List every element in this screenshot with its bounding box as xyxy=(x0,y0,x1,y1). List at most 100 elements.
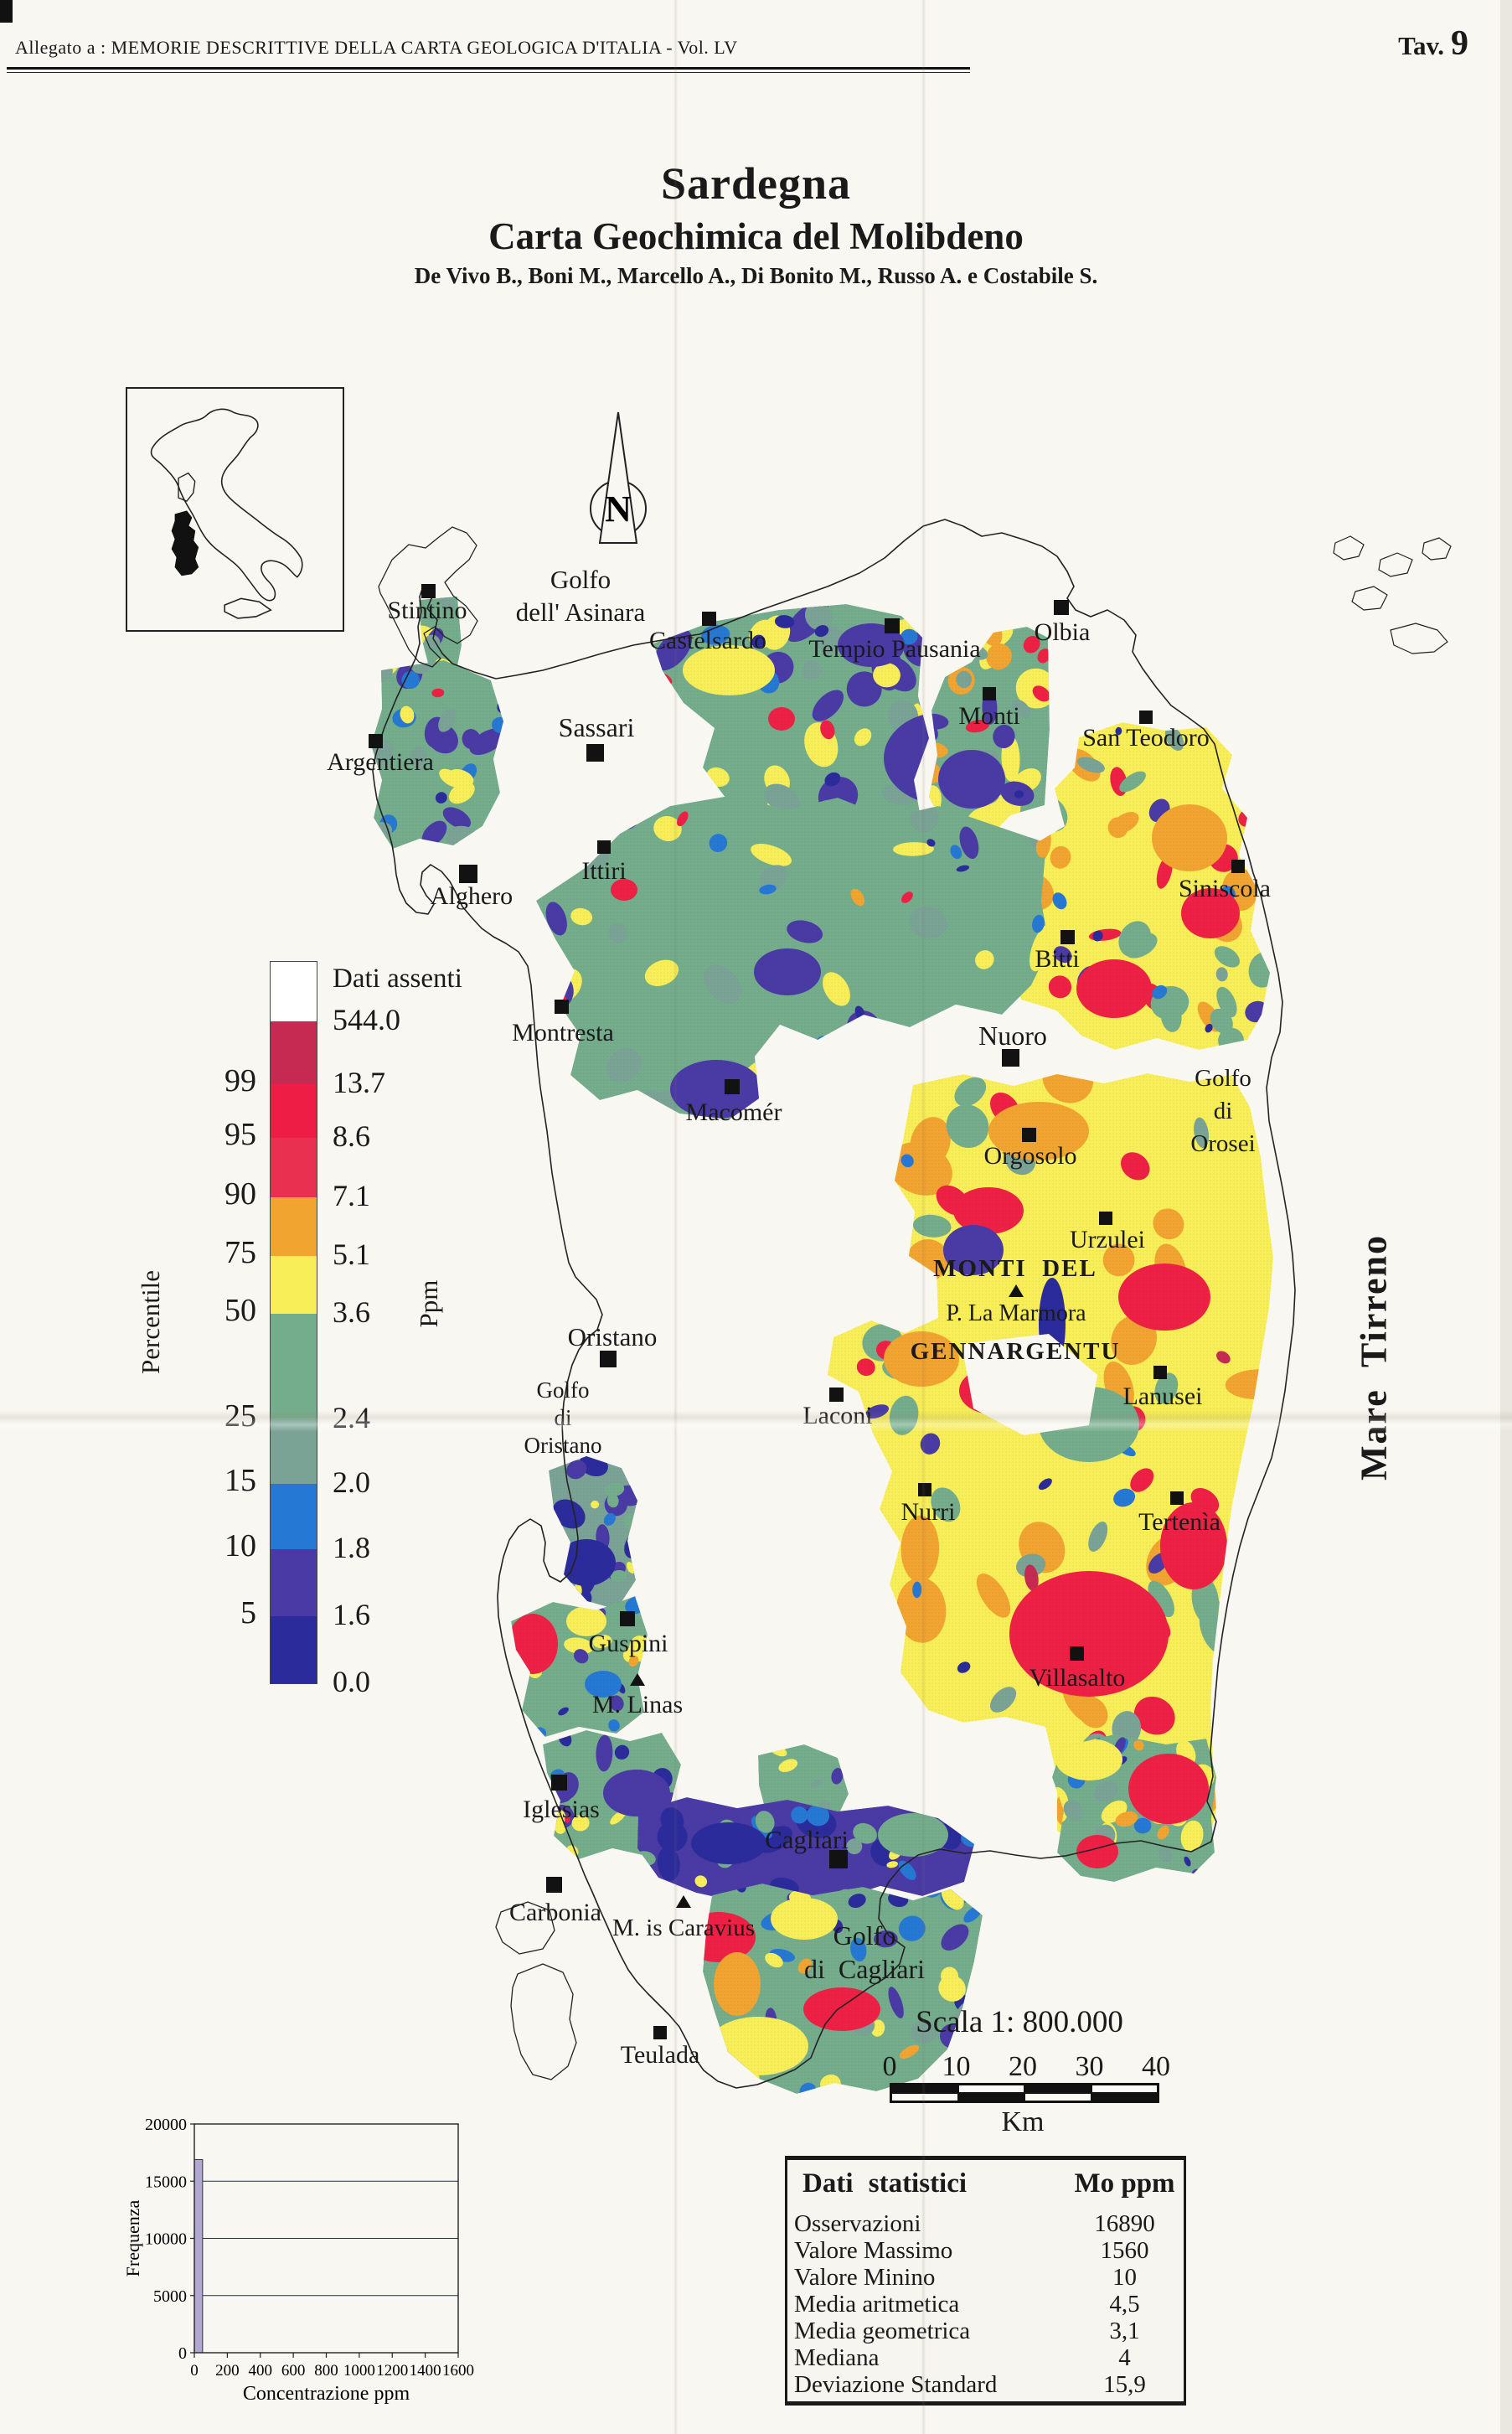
scale-tick-label: 10 xyxy=(942,2051,971,2082)
statistic-value: 1560 xyxy=(1100,2237,1149,2264)
map-label-mare-tirreno: Mare Tirreno xyxy=(1353,1234,1396,1481)
map-label-line: Urzulei xyxy=(1070,1226,1145,1253)
town-marker-icon xyxy=(620,1611,635,1626)
map-label-line: di xyxy=(1213,1098,1233,1124)
data-region xyxy=(536,796,1050,1119)
statistic-label: Valore Minino xyxy=(794,2264,936,2291)
map-label-line: Golfo xyxy=(536,1377,590,1403)
map-label-urzulei: Urzulei xyxy=(1070,1226,1145,1254)
italy-inset-map xyxy=(126,387,344,632)
scale-tick-label: 0 xyxy=(882,2051,897,2082)
legend-segment xyxy=(271,1021,317,1084)
plate-number: Tav. 9 xyxy=(1398,23,1468,64)
legend-percentile-value: 10 xyxy=(224,1528,256,1563)
map-label-line: Bitti xyxy=(1035,945,1080,973)
map-label-lanusei: Lanusei xyxy=(1123,1382,1203,1411)
town-marker-icon xyxy=(459,865,477,883)
legend-no-data-label: Dati assenti xyxy=(333,964,462,994)
town-marker-icon xyxy=(983,687,996,700)
legend-segment xyxy=(271,1549,317,1616)
statistics-row: Media aritmetica 4,5 xyxy=(787,2291,1184,2318)
legend-ppm-value: 3.6 xyxy=(333,1295,370,1329)
map-label-cagliari: Cagliari xyxy=(765,1825,849,1855)
statistics-title: Dati statistici xyxy=(802,2168,968,2199)
map-label-line: di xyxy=(554,1405,572,1430)
page-title: Sardegna xyxy=(660,158,852,209)
map-label-nurri: Nurri xyxy=(901,1498,956,1527)
legend-segment xyxy=(271,962,317,1021)
town-marker-icon xyxy=(1153,1366,1167,1379)
map-label-line: Iglesias xyxy=(523,1796,600,1823)
peak-marker-icon xyxy=(676,1895,691,1908)
statistic-value: 15,9 xyxy=(1103,2371,1146,2398)
map-label-line: Laconi xyxy=(802,1402,873,1429)
legend-ppm-value: 1.6 xyxy=(333,1598,370,1631)
x-axis-title: Concentrazione ppm xyxy=(243,2383,410,2405)
legend-percentile-value: 90 xyxy=(224,1176,256,1212)
statistic-label: Mediana xyxy=(794,2344,880,2371)
statistic-label: Deviazione Standard xyxy=(794,2371,998,2398)
x-tick-label: 0 xyxy=(190,2362,199,2380)
map-label-macomer: Macomér xyxy=(686,1098,782,1127)
coastline xyxy=(372,519,1452,2089)
map-label-line: P. La Marmora xyxy=(946,1300,1086,1326)
legend-ppm-value: 8.6 xyxy=(333,1119,370,1153)
plate-number-value: 9 xyxy=(1451,24,1468,63)
legend-ppm-value: 1.8 xyxy=(333,1531,370,1564)
y-tick-label: 10000 xyxy=(145,2230,187,2249)
legend-ppm-value: 5.1 xyxy=(333,1238,370,1271)
map-label-monti: Monti xyxy=(958,702,1019,731)
map-label-stintino: Stintino xyxy=(387,597,467,625)
map-label-gennargentu: GENNARGENTU xyxy=(911,1338,1121,1366)
map-label-line: MONTI DEL xyxy=(933,1255,1097,1282)
map-label-line: San Teodoro xyxy=(1082,724,1210,752)
map-label-olbia: Olbia xyxy=(1035,618,1091,647)
x-tick-label: 1400 xyxy=(410,2362,441,2380)
town-marker-icon xyxy=(555,1000,569,1014)
map-label-line: Oristano xyxy=(524,1433,602,1458)
statistic-value: 4 xyxy=(1118,2344,1131,2371)
data-region xyxy=(703,1884,983,2094)
map-label-line: Tempio Pausania xyxy=(808,635,981,663)
legend-percentile-value: 99 xyxy=(224,1063,256,1098)
map-label-oristano: Oristano xyxy=(568,1322,658,1352)
x-tick-label: 600 xyxy=(281,2362,306,2380)
legend-percentile-value: 15 xyxy=(224,1463,256,1498)
map-label-ittiri: Ittiri xyxy=(581,857,626,886)
town-marker-icon xyxy=(551,1775,567,1791)
town-marker-icon xyxy=(421,584,436,598)
statistic-label: Valore Massimo xyxy=(794,2237,953,2264)
y-tick-label: 5000 xyxy=(153,2287,187,2306)
statistics-row: Mediana 4 xyxy=(787,2344,1184,2371)
map-label-guspini: Guspini xyxy=(588,1630,668,1658)
legend-segment xyxy=(271,1256,317,1314)
authors-line: De Vivo B., Boni M., Marcello A., Di Bon… xyxy=(414,263,1098,288)
town-marker-icon xyxy=(1054,600,1069,615)
frequency-histogram: 0 5000 10000 15000 20000 0 200 400 600 800 1000 120… xyxy=(122,2116,474,2405)
sw-islands-outline xyxy=(495,1901,577,2080)
legend-ppm-value: 2.0 xyxy=(333,1465,370,1499)
town-marker-icon xyxy=(600,1351,617,1367)
map-label-line: Nurri xyxy=(900,1498,956,1526)
town-marker-icon xyxy=(1139,711,1153,724)
x-tick-label: 800 xyxy=(314,2362,338,2380)
map-label-line: Sassari xyxy=(558,712,635,742)
map-label-line: di Cagliari xyxy=(804,1954,925,1984)
map-scale-text: Scala 1: 800.000 xyxy=(916,2005,1123,2039)
map-label-tertenia: Tertenìa xyxy=(1138,1508,1220,1537)
statistics-row: Valore Massimo 1560 xyxy=(787,2237,1184,2264)
legend-segment xyxy=(271,1484,317,1549)
legend-ppm-value: 2.4 xyxy=(333,1401,370,1434)
map-label-alghero: Alghero xyxy=(431,882,513,911)
legend-segment xyxy=(271,1616,317,1683)
italy-outline xyxy=(150,408,303,619)
sardinia-highlight xyxy=(171,510,199,576)
asinara-island-outline xyxy=(378,526,478,668)
compass-n-letter: N xyxy=(605,488,632,530)
map-label-line: Olbia xyxy=(1034,618,1091,646)
legend-segment xyxy=(271,1197,317,1256)
halftone-texture xyxy=(703,1884,983,2094)
map-label-golfo-cagliari: Golfo di Cagliari xyxy=(804,1919,925,1986)
